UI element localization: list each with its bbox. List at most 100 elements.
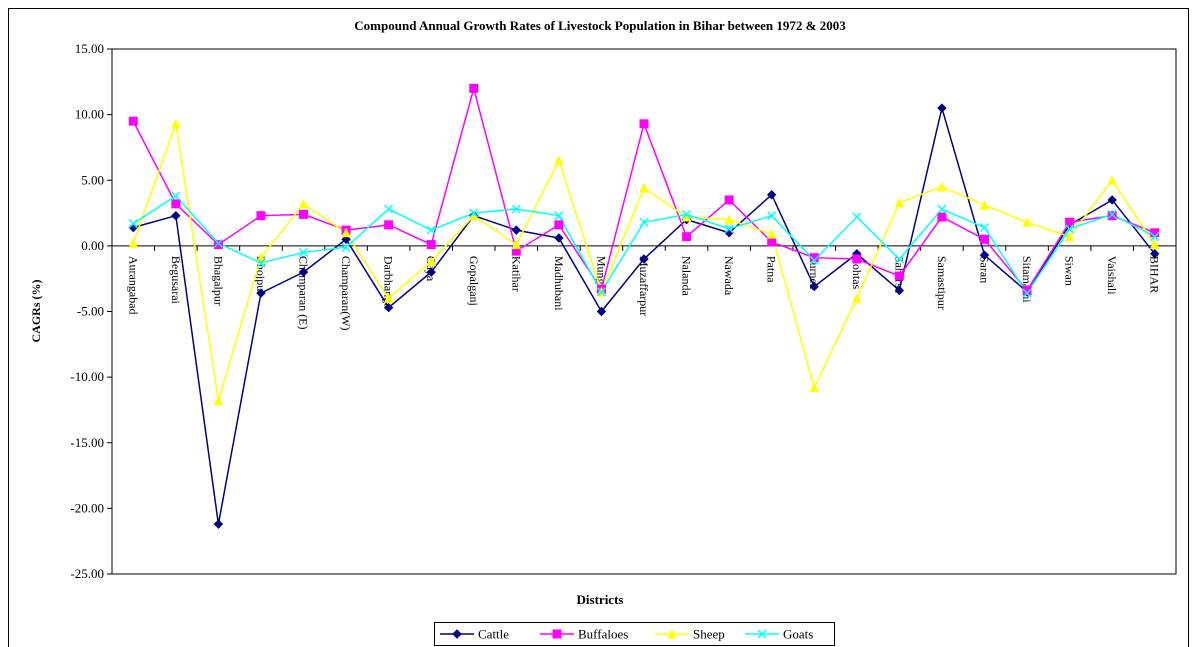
point [894,254,904,264]
point [724,224,734,234]
point [979,250,990,260]
point [1107,175,1117,185]
legend-marker [552,629,562,639]
point [767,237,777,247]
point [171,118,181,129]
y-tick-label: -5.00 [77,304,104,319]
point [128,116,138,126]
y-tick-label: 15.00 [75,41,104,56]
point [596,306,607,317]
point [1064,231,1075,242]
point [298,267,309,277]
y-tick-label: -10.00 [70,369,104,384]
y-tick-label: -15.00 [70,435,104,450]
legend-label: Goats [783,627,813,642]
point [596,287,606,297]
legend-box [434,622,835,646]
point [1107,195,1117,205]
point [1150,249,1160,259]
x-tick-label: Bhagalpur [211,256,225,306]
point [554,233,564,243]
point [171,210,181,221]
legend-marker [452,629,462,639]
point [341,242,351,252]
point [724,195,734,205]
point [809,253,819,263]
point [426,267,436,277]
point [256,211,266,221]
x-tick-label: Muzaffarpur [637,256,651,316]
x-tick-label: Gopalganj [467,256,481,306]
point [298,198,309,209]
point [298,247,309,257]
point [256,258,266,268]
y-tick-label: -20.00 [70,500,104,515]
x-axis-label: Districts [577,592,624,607]
point [937,181,947,192]
y-axis-label: CAGRs (%) [29,280,43,343]
point [426,256,437,267]
x-tick-label: Champaran (E) [297,256,311,330]
point [426,225,436,235]
point [554,220,564,230]
point [128,238,139,248]
point [1022,288,1032,298]
point [894,285,905,296]
point [426,240,436,250]
point [299,209,309,219]
point [171,191,181,201]
point [171,199,181,209]
point [937,204,947,214]
point [256,288,266,298]
point [469,208,479,218]
y-tick-label: 5.00 [81,172,104,187]
point [682,209,692,219]
chart-title: Compound Annual Growth Rates of Livestoc… [354,18,846,33]
point [1107,211,1117,221]
x-tick-label: Begusarai [169,256,183,305]
point [937,212,947,222]
point [766,228,777,239]
point [341,234,351,245]
y-tick-label: 0.00 [81,238,104,253]
point [639,217,649,227]
point [554,211,564,221]
x-tick-label: Samastipur [935,256,949,310]
point [809,382,820,393]
point [511,225,522,235]
point [213,238,223,248]
legend-marker [667,628,677,639]
chart-border [8,8,1189,647]
point [766,189,777,200]
point [639,254,649,264]
point [724,214,734,225]
x-tick-label: Aurangabad [126,256,140,315]
point [554,155,564,166]
x-tick-label: Patna [765,256,779,283]
point [256,252,266,263]
point [384,204,394,214]
x-tick-label: Vaishali [1105,256,1119,295]
point [979,234,989,244]
point [852,254,862,264]
point [937,103,947,113]
point [809,281,819,292]
point [213,519,224,529]
point [1107,209,1117,219]
point [979,222,990,233]
y-tick-label: -25.00 [70,566,104,581]
point [383,293,394,303]
point [809,255,819,265]
x-tick-label: Champaran(W) [339,256,353,331]
x-tick-label: BIHAR [1148,256,1162,293]
point [383,302,394,313]
legend-label: Buffaloes [578,627,628,642]
point [1065,217,1075,227]
point [1150,232,1160,242]
point [852,212,862,222]
legend-label: Sheep [693,627,725,642]
x-tick-label: Nawada [722,256,736,296]
point [1022,217,1032,227]
point [511,239,522,250]
